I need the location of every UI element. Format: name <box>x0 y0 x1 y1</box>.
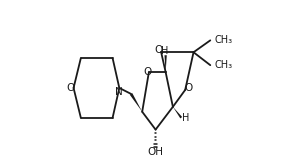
Text: H: H <box>182 113 190 123</box>
Text: O: O <box>155 45 163 55</box>
Text: CH₃: CH₃ <box>214 35 232 45</box>
Polygon shape <box>173 107 182 118</box>
Polygon shape <box>165 55 167 72</box>
Text: H: H <box>161 46 168 56</box>
Text: O: O <box>66 83 74 93</box>
Text: O: O <box>184 83 192 93</box>
Text: OH: OH <box>148 147 164 157</box>
Text: N: N <box>115 87 123 97</box>
Polygon shape <box>130 93 142 112</box>
Text: O: O <box>143 67 152 77</box>
Text: CH₃: CH₃ <box>214 60 232 70</box>
